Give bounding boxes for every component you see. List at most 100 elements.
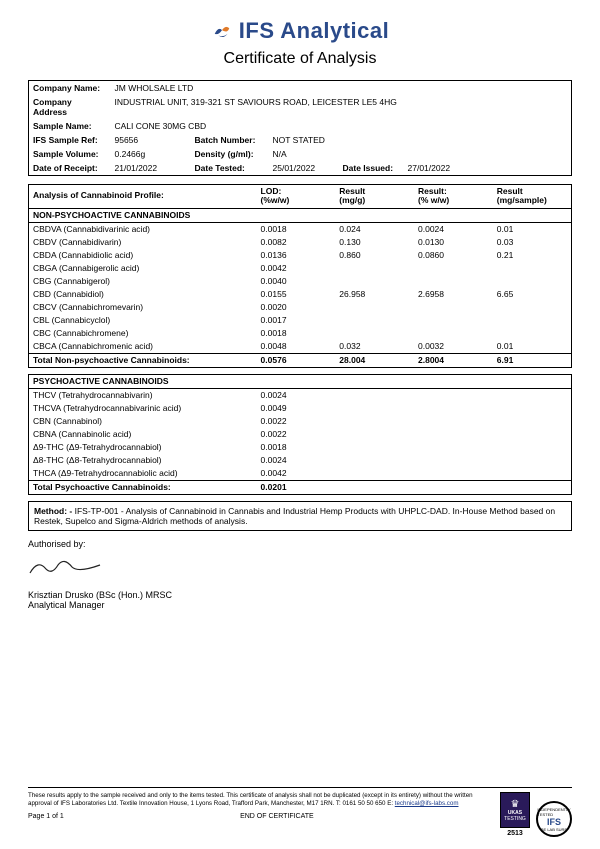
- col-result-pww: Result:(% w/w): [414, 185, 493, 209]
- lod-value: 0.0018: [257, 327, 336, 340]
- authoriser-title: Analytical Manager: [28, 600, 572, 610]
- result-pww: 0.0130: [414, 236, 493, 249]
- result-pww: [414, 454, 493, 467]
- crown-icon: ♛: [511, 799, 520, 810]
- ukas-number: 2513: [507, 830, 523, 837]
- sample-ref-label: IFS Sample Ref:: [29, 133, 111, 147]
- result-pww: 0.0860: [414, 249, 493, 262]
- cannabinoid-name: THCA (Δ9-Tetrahydrocannabiolic acid): [29, 467, 257, 481]
- density-value: N/A: [269, 147, 572, 161]
- page-number: Page 1 of 1: [28, 813, 64, 820]
- method-box: Method: - IFS-TP-001 - Analysis of Canna…: [28, 501, 572, 531]
- result-mgg: [335, 454, 414, 467]
- lod-value: 0.0018: [257, 441, 336, 454]
- page-footer: These results apply to the sample receiv…: [28, 787, 572, 837]
- authorisation-block: Authorised by: Krisztian Drusko (BSc (Ho…: [28, 539, 572, 610]
- col-lod: LOD:(%w/w): [257, 185, 336, 209]
- cannabinoid-name: CBCA (Cannabichromenic acid): [29, 340, 257, 354]
- table-row: Δ8-THC (Δ8-Tetrahydrocannabiol)0.0024: [29, 454, 572, 467]
- result-mgs: [493, 388, 572, 402]
- analysis-table-nonpsycho: Analysis of Cannabinoid Profile: LOD:(%w…: [28, 184, 572, 368]
- result-mgs: [493, 467, 572, 481]
- sample-name: CALI CONE 30MG CBD: [111, 119, 572, 133]
- result-mgg: [335, 480, 414, 494]
- result-pww: [414, 301, 493, 314]
- lod-value: 0.0018: [257, 222, 336, 236]
- company-name-label: Company Name:: [29, 81, 111, 96]
- density-label: Density (g/ml):: [191, 147, 269, 161]
- cannabinoid-name: CBDVA (Cannabidivarinic acid): [29, 222, 257, 236]
- table-row: CBDV (Cannabidivarin)0.00820.1300.01300.…: [29, 236, 572, 249]
- col-result-mgg: Result(mg/g): [335, 185, 414, 209]
- logo-line: IFS Analytical: [28, 18, 572, 44]
- table-row: CBL (Cannabicyclol)0.0017: [29, 314, 572, 327]
- cannabinoid-name: CBN (Cannabinol): [29, 415, 257, 428]
- result-pww: [414, 327, 493, 340]
- result-mgg: 28.004: [335, 353, 414, 367]
- cannabinoid-name: Δ9-THC (Δ9-Tetrahydrocannabiol): [29, 441, 257, 454]
- psycho-section-header: PSYCHOACTIVE CANNABINOIDS: [29, 374, 572, 388]
- result-mgg: [335, 415, 414, 428]
- lod-value: 0.0024: [257, 454, 336, 467]
- cannabinoid-name: CBGA (Cannabigerolic acid): [29, 262, 257, 275]
- table-row: CBDA (Cannabidiolic acid)0.01360.8600.08…: [29, 249, 572, 262]
- lod-value: 0.0155: [257, 288, 336, 301]
- result-pww: [414, 467, 493, 481]
- lod-value: 0.0049: [257, 402, 336, 415]
- result-mgg: 0.860: [335, 249, 414, 262]
- cannabinoid-name: Total Psychoactive Cannabinoids:: [29, 480, 257, 494]
- table-row: CBCA (Cannabichromenic acid)0.00480.0320…: [29, 340, 572, 354]
- sample-volume-label: Sample Volume:: [29, 147, 111, 161]
- issued-value: 27/01/2022: [404, 161, 572, 176]
- company-address-label: Company Address: [29, 95, 111, 119]
- table-row: CBGA (Cannabigerolic acid)0.0042: [29, 262, 572, 275]
- cannabinoid-name: THCVA (Tetrahydrocannabivarinic acid): [29, 402, 257, 415]
- sample-info-table: Company Name: JM WHOLSALE LTD Company Ad…: [28, 80, 572, 176]
- result-mgs: [493, 428, 572, 441]
- result-pww: 2.8004: [414, 353, 493, 367]
- lod-value: 0.0082: [257, 236, 336, 249]
- result-mgg: 0.130: [335, 236, 414, 249]
- lod-value: 0.0201: [257, 480, 336, 494]
- result-mgs: [493, 314, 572, 327]
- result-mgs: 0.01: [493, 222, 572, 236]
- result-pww: 2.6958: [414, 288, 493, 301]
- lod-value: 0.0136: [257, 249, 336, 262]
- company-address: INDUSTRIAL UNIT, 319-321 ST SAVIOURS ROA…: [111, 95, 572, 119]
- ifs-badge: INDEPENDENTLY TESTED IFS BE LAB SURE: [536, 801, 572, 837]
- lod-value: 0.0040: [257, 275, 336, 288]
- document-header: IFS Analytical Certificate of Analysis: [28, 18, 572, 68]
- ukas-badge: ♛ UKAS TESTING 2513: [500, 792, 530, 837]
- result-mgg: [335, 327, 414, 340]
- result-mgg: [335, 428, 414, 441]
- result-mgg: [335, 402, 414, 415]
- nonpsycho-section-header: NON-PSYCHOACTIVE CANNABINOIDS: [29, 208, 572, 222]
- result-mgg: [335, 441, 414, 454]
- batch-label: Batch Number:: [191, 133, 269, 147]
- cannabinoid-name: THCV (Tetrahydrocannabivarin): [29, 388, 257, 402]
- sample-name-label: Sample Name:: [29, 119, 111, 133]
- result-mgg: [335, 262, 414, 275]
- result-mgs: 0.21: [493, 249, 572, 262]
- table-row: THCVA (Tetrahydrocannabivarinic acid)0.0…: [29, 402, 572, 415]
- table-row: Total Psychoactive Cannabinoids:0.0201: [29, 480, 572, 494]
- certificate-title: Certificate of Analysis: [28, 50, 572, 68]
- authorised-by-label: Authorised by:: [28, 539, 572, 549]
- contact-email-link[interactable]: technical@ifs-labs.com: [395, 800, 459, 807]
- brand-name: IFS Analytical: [239, 18, 389, 44]
- result-mgs: 6.91: [493, 353, 572, 367]
- signature: [28, 555, 572, 584]
- issued-label: Date Issued:: [339, 161, 404, 176]
- lod-value: 0.0042: [257, 262, 336, 275]
- batch-value: NOT STATED: [269, 133, 572, 147]
- result-mgs: [493, 454, 572, 467]
- result-pww: 0.0032: [414, 340, 493, 354]
- result-mgg: [335, 314, 414, 327]
- result-pww: [414, 388, 493, 402]
- table-row: CBNA (Cannabinolic acid)0.0022: [29, 428, 572, 441]
- col-result-mgs: Result(mg/sample): [493, 185, 572, 209]
- result-mgs: [493, 327, 572, 340]
- result-pww: [414, 415, 493, 428]
- cannabinoid-name: CBCV (Cannabichromevarin): [29, 301, 257, 314]
- authoriser-name: Krisztian Drusko (BSc (Hon.) MRSC: [28, 590, 572, 600]
